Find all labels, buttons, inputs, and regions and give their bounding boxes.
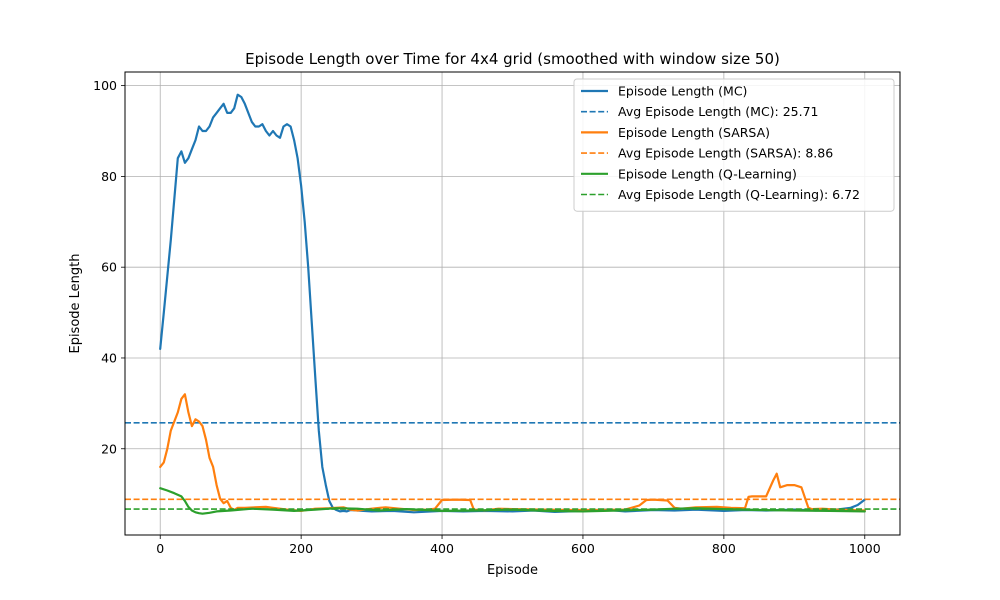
legend-entry-0: Episode Length (MC)	[618, 84, 747, 99]
x-tick-label: 0	[156, 541, 164, 556]
chart-title: Episode Length over Time for 4x4 grid (s…	[245, 50, 780, 68]
legend-entry-4: Episode Length (Q-Learning)	[618, 166, 797, 181]
y-tick-label: 100	[93, 78, 117, 93]
axis-ticks: 0 200 400 600 800 1000 20 40 60 80 100	[93, 78, 881, 556]
y-tick-label: 60	[101, 260, 117, 275]
plot-series	[125, 93, 900, 515]
y-tick-label: 20	[101, 441, 117, 456]
legend-entry-5: Avg Episode Length (Q-Learning): 6.72	[618, 187, 860, 202]
x-tick-label: 400	[430, 541, 454, 556]
legend: Episode Length (MC) Avg Episode Length (M…	[573, 78, 895, 212]
x-axis-label: Episode	[487, 563, 538, 578]
x-tick-label: 800	[712, 541, 736, 556]
legend-entry-1: Avg Episode Length (MC): 25.71	[618, 104, 819, 119]
x-tick-label: 1000	[849, 541, 881, 556]
legend-entry-3: Avg Episode Length (SARSA): 8.86	[618, 146, 833, 161]
plot-frame	[124, 71, 901, 536]
legend-entry-2: Episode Length (SARSA)	[618, 125, 770, 140]
legend-box	[573, 78, 895, 212]
x-tick-label: 200	[289, 541, 313, 556]
x-tick-label: 600	[571, 541, 595, 556]
y-tick-label: 80	[101, 169, 117, 184]
y-axis-label: Episode Length	[68, 253, 83, 353]
y-tick-label: 40	[101, 350, 117, 365]
